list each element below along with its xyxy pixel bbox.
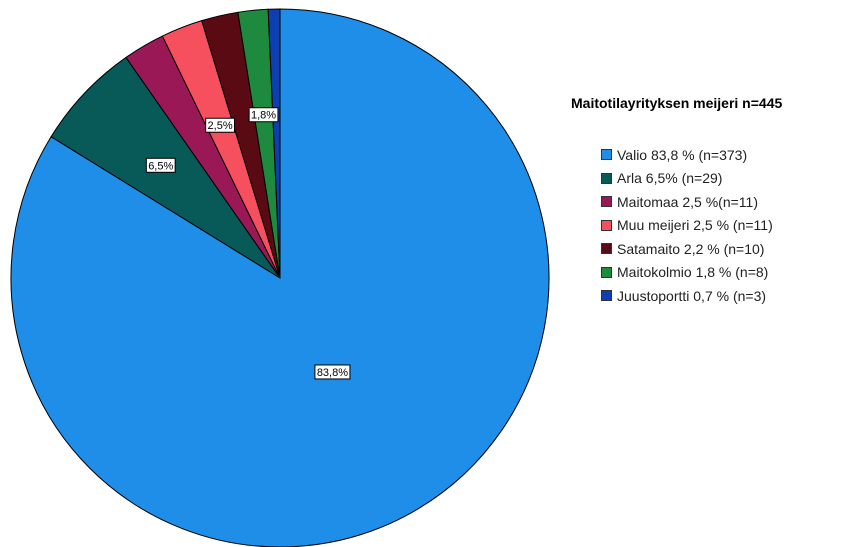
slice-label-arla: 6,5% — [145, 157, 176, 173]
slice-label-text: 2,5% — [208, 120, 233, 132]
slice-label-muu-meijeri: 2,5% — [205, 117, 235, 133]
legend-label: Maitomaa 2,5 %(n=11) — [617, 193, 758, 210]
slice-label-box — [145, 157, 176, 173]
legend-item-satamaito: Satamaito 2,2 % (n=10) — [601, 237, 782, 261]
legend-label: Maitokolmio 1,8 % (n=8) — [617, 264, 769, 281]
legend-label: Juustoportti 0,7 % (n=3) — [617, 287, 767, 304]
slice-label-box — [205, 117, 235, 133]
legend-label: Satamaito 2,2 % (n=10) — [617, 240, 765, 257]
legend-item-valio: Valio 83,8 % (n=373) — [601, 143, 782, 167]
slice-label-text: 83,8% — [317, 367, 348, 379]
legend-title: Maitotilayrityksen meijeri n=445 — [571, 95, 783, 111]
legend-items: Valio 83,8 % (n=373) Arla 6,5% (n=29) Mait… — [601, 143, 782, 308]
legend-swatch — [601, 243, 612, 255]
slice-juustoportti — [267, 8, 281, 279]
slice-label-text: 1,8% — [251, 110, 276, 122]
legend-swatch — [601, 149, 612, 161]
legend-swatch — [601, 196, 612, 208]
legend: Maitotilayrityksen meijeri n=445 Valio 8… — [571, 95, 782, 308]
legend-item-maitokolmio: Maitokolmio 1,8 % (n=8) — [601, 261, 782, 285]
slice-label-box — [248, 107, 279, 123]
legend-swatch — [601, 172, 612, 184]
legend-label: Arla 6,5% (n=29) — [617, 170, 723, 187]
legend-item-arla: Arla 6,5% (n=29) — [601, 167, 782, 191]
legend-swatch — [601, 290, 612, 302]
slice-label-text: 6,5% — [148, 160, 173, 172]
legend-label: Muu meijeri 2,5 % (n=11) — [617, 217, 773, 234]
legend-item-maitomaa: Maitomaa 2,5 %(n=11) — [601, 190, 782, 214]
slice-label-maitokolmio: 1,8% — [248, 107, 279, 123]
slice-label-box — [314, 364, 351, 380]
legend-label: Valio 83,8 % (n=373) — [617, 146, 748, 163]
legend-swatch — [601, 266, 612, 278]
slice-label-valio: 83,8% — [314, 364, 351, 380]
legend-item-juustoportti: Juustoportti 0,7 % (n=3) — [601, 284, 782, 308]
legend-swatch — [601, 219, 612, 231]
legend-item-muu-meijeri: Muu meijeri 2,5 % (n=11) — [601, 214, 782, 238]
